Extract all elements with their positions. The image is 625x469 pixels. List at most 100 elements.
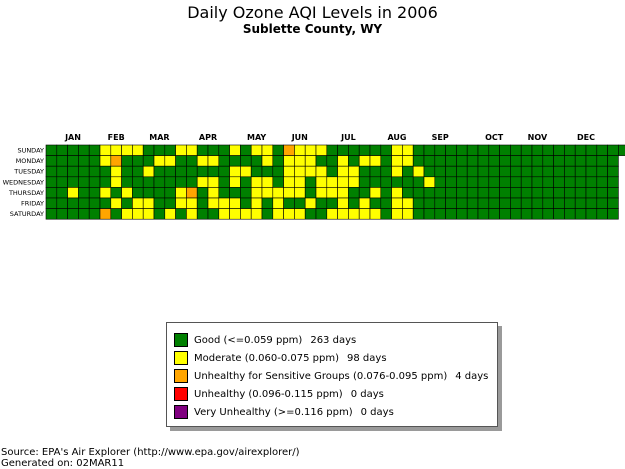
day-cell [412, 176, 425, 188]
day-cell [337, 144, 349, 156]
day-cell [358, 187, 371, 199]
day-cell [358, 176, 371, 188]
day-cell [510, 208, 522, 220]
day-cell [121, 187, 133, 199]
day-cell [261, 187, 274, 199]
day-cell [542, 155, 554, 167]
day-cell [132, 155, 144, 167]
day-cell [67, 165, 79, 178]
day-cell [99, 197, 112, 209]
day-cell [499, 144, 511, 156]
day-cell [99, 176, 112, 188]
day-cell [304, 208, 317, 220]
day-cell [45, 176, 58, 188]
day-cell [423, 144, 436, 156]
day-cell [45, 187, 58, 199]
day-cell [423, 187, 436, 199]
day-cell [445, 197, 457, 209]
day-cell [456, 176, 468, 188]
day-cell [240, 165, 252, 178]
weekday-label: MONDAY [16, 157, 44, 165]
day-cell [402, 165, 414, 178]
weekday-label: TUESDAY [13, 168, 44, 176]
day-cell [153, 155, 166, 167]
legend-item-moderate: Moderate (0.060-0.075 ppm) 98 days [174, 351, 387, 365]
day-cell [164, 144, 176, 156]
day-cell [564, 144, 576, 156]
day-cell [574, 197, 587, 209]
day-cell [110, 165, 122, 178]
day-cell [520, 155, 533, 167]
day-cell [229, 165, 241, 178]
day-cell [67, 197, 79, 209]
day-cell [369, 165, 382, 178]
day-cell [434, 176, 446, 188]
day-cell [412, 197, 425, 209]
day-cell [553, 208, 565, 220]
day-cell [326, 155, 338, 167]
day-cell [186, 176, 198, 188]
day-cell [56, 155, 68, 167]
legend-item-usg: Unhealthy for Sensitive Groups (0.076-0.… [174, 369, 488, 383]
day-cell [369, 187, 382, 199]
day-cell [294, 187, 306, 199]
day-cell [315, 144, 328, 156]
day-cell [283, 197, 295, 209]
day-cell [272, 176, 284, 188]
day-cell [380, 155, 392, 167]
day-cell [315, 208, 328, 220]
day-cell [488, 155, 500, 167]
day-cell [45, 197, 58, 209]
day-cell [153, 208, 166, 220]
day-cell [99, 155, 112, 167]
day-cell [445, 165, 457, 178]
day-cell [294, 208, 306, 220]
day-cell [261, 176, 274, 188]
day-cell [164, 155, 176, 167]
day-cell [466, 165, 479, 178]
day-cell [294, 176, 306, 188]
day-cell [164, 197, 176, 209]
month-label: AUG [387, 133, 406, 142]
day-cell [488, 197, 500, 209]
day-cell [564, 155, 576, 167]
day-cell [142, 165, 155, 178]
day-cell [553, 197, 565, 209]
day-cell [434, 165, 446, 178]
day-cell [434, 155, 446, 167]
day-cell [153, 187, 166, 199]
day-cell [466, 187, 479, 199]
day-cell [196, 144, 209, 156]
day-cell [553, 144, 565, 156]
month-label: DEC [577, 133, 595, 142]
day-cell [348, 197, 360, 209]
day-cell [207, 176, 220, 188]
day-cell [391, 197, 403, 209]
day-cell [196, 208, 209, 220]
day-cell [218, 187, 230, 199]
day-cell [218, 155, 230, 167]
day-cell [596, 176, 608, 188]
day-cell [520, 187, 533, 199]
day-cell [369, 176, 382, 188]
day-cell [315, 155, 328, 167]
day-cell [456, 197, 468, 209]
day-cell [315, 165, 328, 178]
day-cell [67, 187, 79, 199]
generated-note: Generated on: 02MAR11 [1, 458, 125, 469]
day-cell [304, 187, 317, 199]
day-cell [542, 187, 554, 199]
day-cell [531, 208, 544, 220]
day-cell [477, 208, 490, 220]
day-cell [56, 187, 68, 199]
day-cell [488, 165, 500, 178]
month-label: SEP [432, 133, 449, 142]
day-cell [153, 165, 166, 178]
weekday-label: SATURDAY [10, 210, 44, 218]
day-cell [283, 208, 295, 220]
day-cell [477, 155, 490, 167]
day-cell [445, 187, 457, 199]
day-cell [250, 144, 263, 156]
day-cell [574, 187, 587, 199]
day-cell [196, 197, 209, 209]
